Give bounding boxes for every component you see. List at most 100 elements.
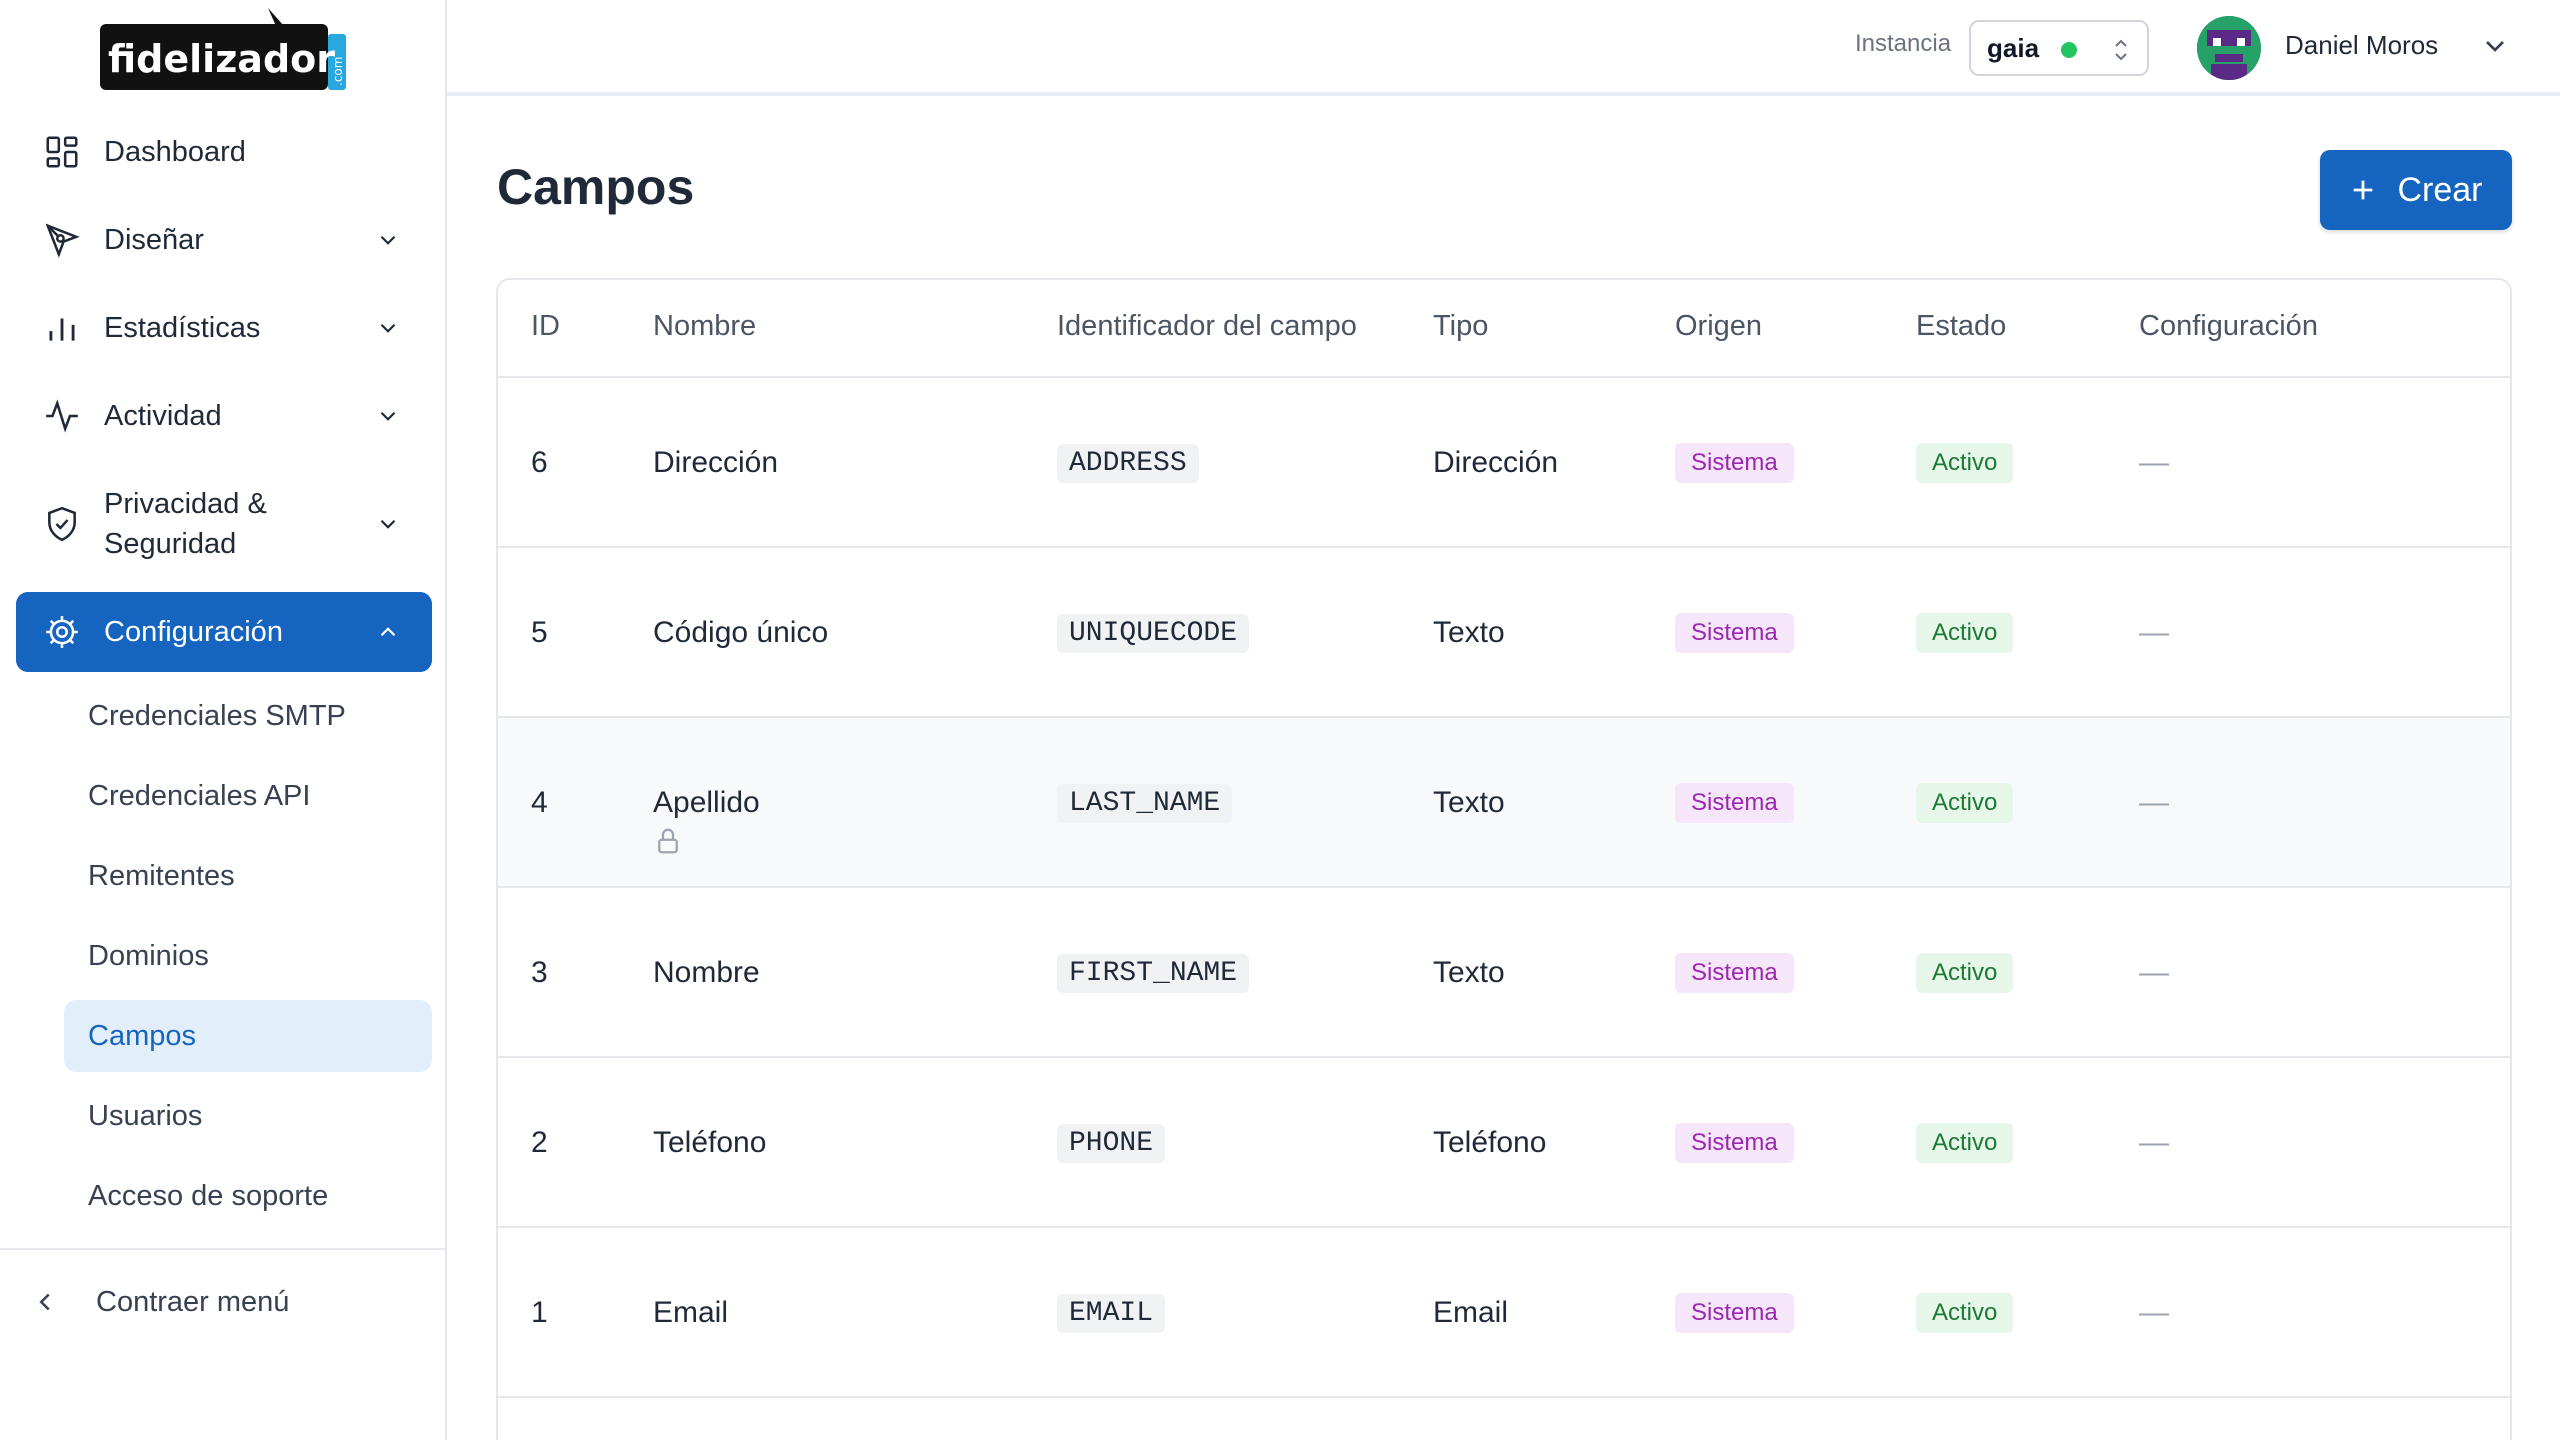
column-header-identificador[interactable]: Identificador del campo: [1057, 310, 1357, 342]
table-row[interactable]: 4 Apellido LAST_NAME Texto Sistema Activ…: [498, 718, 2510, 888]
cell-tipo: Texto: [1433, 616, 1505, 649]
cell-id: 5: [531, 616, 548, 649]
plus-icon: [2354, 180, 2373, 200]
cell-config: —: [2139, 446, 2169, 479]
collapse-menu-label: Contraer menú: [96, 1285, 290, 1318]
cell-identificador: FIRST_NAME: [1057, 953, 1250, 993]
table-row[interactable]: 1 Email EMAIL Email Sistema Activo —: [498, 1228, 2510, 1398]
cell-id: 2: [531, 1126, 548, 1159]
pen-tool-icon: [34, 212, 90, 268]
dashboard-icon: [34, 124, 90, 180]
sidebar-subitem-credenciales-smtp[interactable]: Credenciales SMTP: [88, 699, 346, 732]
sidebar-divider: [0, 1248, 447, 1250]
cell-identificador: ADDRESS: [1057, 443, 1199, 483]
chevron-left-icon: [39, 1293, 50, 1311]
topbar: Instancia gaia Daniel Moros: [447, 0, 2560, 96]
cell-identificador: LAST_NAME: [1057, 783, 1233, 823]
table-row[interactable]: 2 Teléfono PHONE Teléfono Sistema Activo…: [498, 1058, 2510, 1228]
cell-id: 6: [531, 446, 548, 479]
cell-identificador: UNIQUECODE: [1057, 613, 1250, 653]
fields-table: ID Nombre Identificador del campo Tipo O…: [496, 278, 2512, 1440]
instance-select[interactable]: gaia: [1969, 20, 2149, 76]
table-row[interactable]: 3 Nombre FIRST_NAME Texto Sistema Activo…: [498, 888, 2510, 1058]
chevron-down-icon: [368, 308, 408, 348]
sidebar-item-label: Dashboard: [104, 136, 246, 168]
sidebar-subitem-remitentes[interactable]: Remitentes: [88, 859, 235, 892]
cell-tipo: Texto: [1433, 956, 1505, 989]
cell-config: —: [2139, 1296, 2169, 1329]
origin-badge: Sistema: [1675, 443, 1794, 483]
sidebar-item-actividad[interactable]: Actividad: [16, 376, 432, 456]
chevron-down-icon[interactable]: [2479, 30, 2511, 62]
sidebar-item-disenar[interactable]: Diseñar: [16, 200, 432, 280]
chevron-down-icon: [368, 220, 408, 260]
cell-nombre: Teléfono: [653, 1126, 767, 1159]
create-button-label: Crear: [2397, 170, 2483, 209]
sidebar-item-label: Estadísticas: [104, 312, 261, 344]
sidebar-subitem-campos[interactable]: Campos: [64, 1000, 432, 1072]
avatar[interactable]: [2197, 16, 2261, 80]
user-name[interactable]: Daniel Moros: [2285, 30, 2439, 60]
origin-badge: Sistema: [1675, 953, 1794, 993]
create-button[interactable]: Crear: [2320, 150, 2512, 230]
cell-id: 1: [531, 1296, 548, 1329]
column-header-configuracion[interactable]: Configuración: [2139, 310, 2318, 342]
cell-tipo: Teléfono: [1433, 1126, 1547, 1159]
cell-nombre: Nombre: [653, 956, 760, 989]
cell-nombre: Email: [653, 1296, 729, 1329]
status-badge: Activo: [1916, 783, 2014, 823]
gear-icon: [34, 604, 90, 660]
sidebar-item-configuracion[interactable]: Configuración: [16, 592, 432, 672]
chevron-up-icon: [368, 612, 408, 652]
cell-config: —: [2139, 1126, 2169, 1159]
table-row[interactable]: 6 Dirección ADDRESS Dirección Sistema Ac…: [498, 378, 2510, 548]
svg-text:.com: .com: [331, 57, 345, 86]
sidebar-item-dashboard[interactable]: Dashboard: [16, 112, 432, 192]
collapse-menu-button[interactable]: Contraer menú: [30, 1270, 289, 1334]
bar-chart-icon: [34, 300, 90, 356]
page-title: Campos: [497, 159, 695, 215]
sidebar-subitem-acceso-soporte[interactable]: Acceso de soporte: [88, 1179, 329, 1212]
sidebar: fidelizador .com Dashboard Diseñar Estad…: [0, 0, 447, 1440]
status-dot-icon: [2061, 42, 2077, 58]
column-header-nombre[interactable]: Nombre: [653, 310, 757, 342]
sidebar-item-label: Diseñar: [104, 224, 204, 256]
column-header-origen[interactable]: Origen: [1675, 310, 1763, 342]
cell-id: 3: [531, 956, 548, 989]
svg-text:fidelizador: fidelizador: [108, 37, 335, 81]
instance-value: gaia: [1987, 32, 2040, 63]
sidebar-subitem-usuarios[interactable]: Usuarios: [88, 1099, 203, 1132]
column-header-id[interactable]: ID: [531, 310, 560, 342]
cell-config: —: [2139, 786, 2169, 819]
cell-config: —: [2139, 956, 2169, 989]
status-badge: Activo: [1916, 1123, 2014, 1163]
table-header: ID Nombre Identificador del campo Tipo O…: [498, 280, 2510, 378]
cell-config: —: [2139, 616, 2169, 649]
origin-badge: Sistema: [1675, 1123, 1794, 1163]
column-header-estado[interactable]: Estado: [1916, 310, 2007, 342]
sidebar-item-estadisticas[interactable]: Estadísticas: [16, 288, 432, 368]
cell-identificador: EMAIL: [1057, 1293, 1166, 1333]
activity-icon: [34, 388, 90, 444]
origin-badge: Sistema: [1675, 783, 1794, 823]
sidebar-item-privacidad[interactable]: Privacidad & Seguridad: [16, 474, 432, 574]
column-header-tipo[interactable]: Tipo: [1433, 310, 1489, 342]
status-badge: Activo: [1916, 443, 2014, 483]
origin-badge: Sistema: [1675, 613, 1794, 653]
sidebar-subitem-dominios[interactable]: Dominios: [88, 939, 209, 972]
fidelizador-logo[interactable]: fidelizador .com: [100, 8, 350, 90]
chevron-updown-icon: [2115, 39, 2127, 61]
sidebar-item-label: Configuración: [104, 616, 283, 648]
cell-nombre: Dirección: [653, 446, 779, 479]
cell-identificador: PHONE: [1057, 1123, 1166, 1163]
cell-tipo: Dirección: [1433, 446, 1559, 479]
table-row[interactable]: 5 Código único UNIQUECODE Texto Sistema …: [498, 548, 2510, 718]
sidebar-item-label: Actividad: [104, 400, 222, 432]
sidebar-subitem-credenciales-api[interactable]: Credenciales API: [88, 779, 311, 812]
shield-check-icon: [34, 496, 90, 552]
cell-nombre: Código único: [653, 616, 829, 649]
cell-id: 4: [531, 786, 548, 819]
cell-tipo: Email: [1433, 1296, 1509, 1329]
status-badge: Activo: [1916, 613, 2014, 653]
